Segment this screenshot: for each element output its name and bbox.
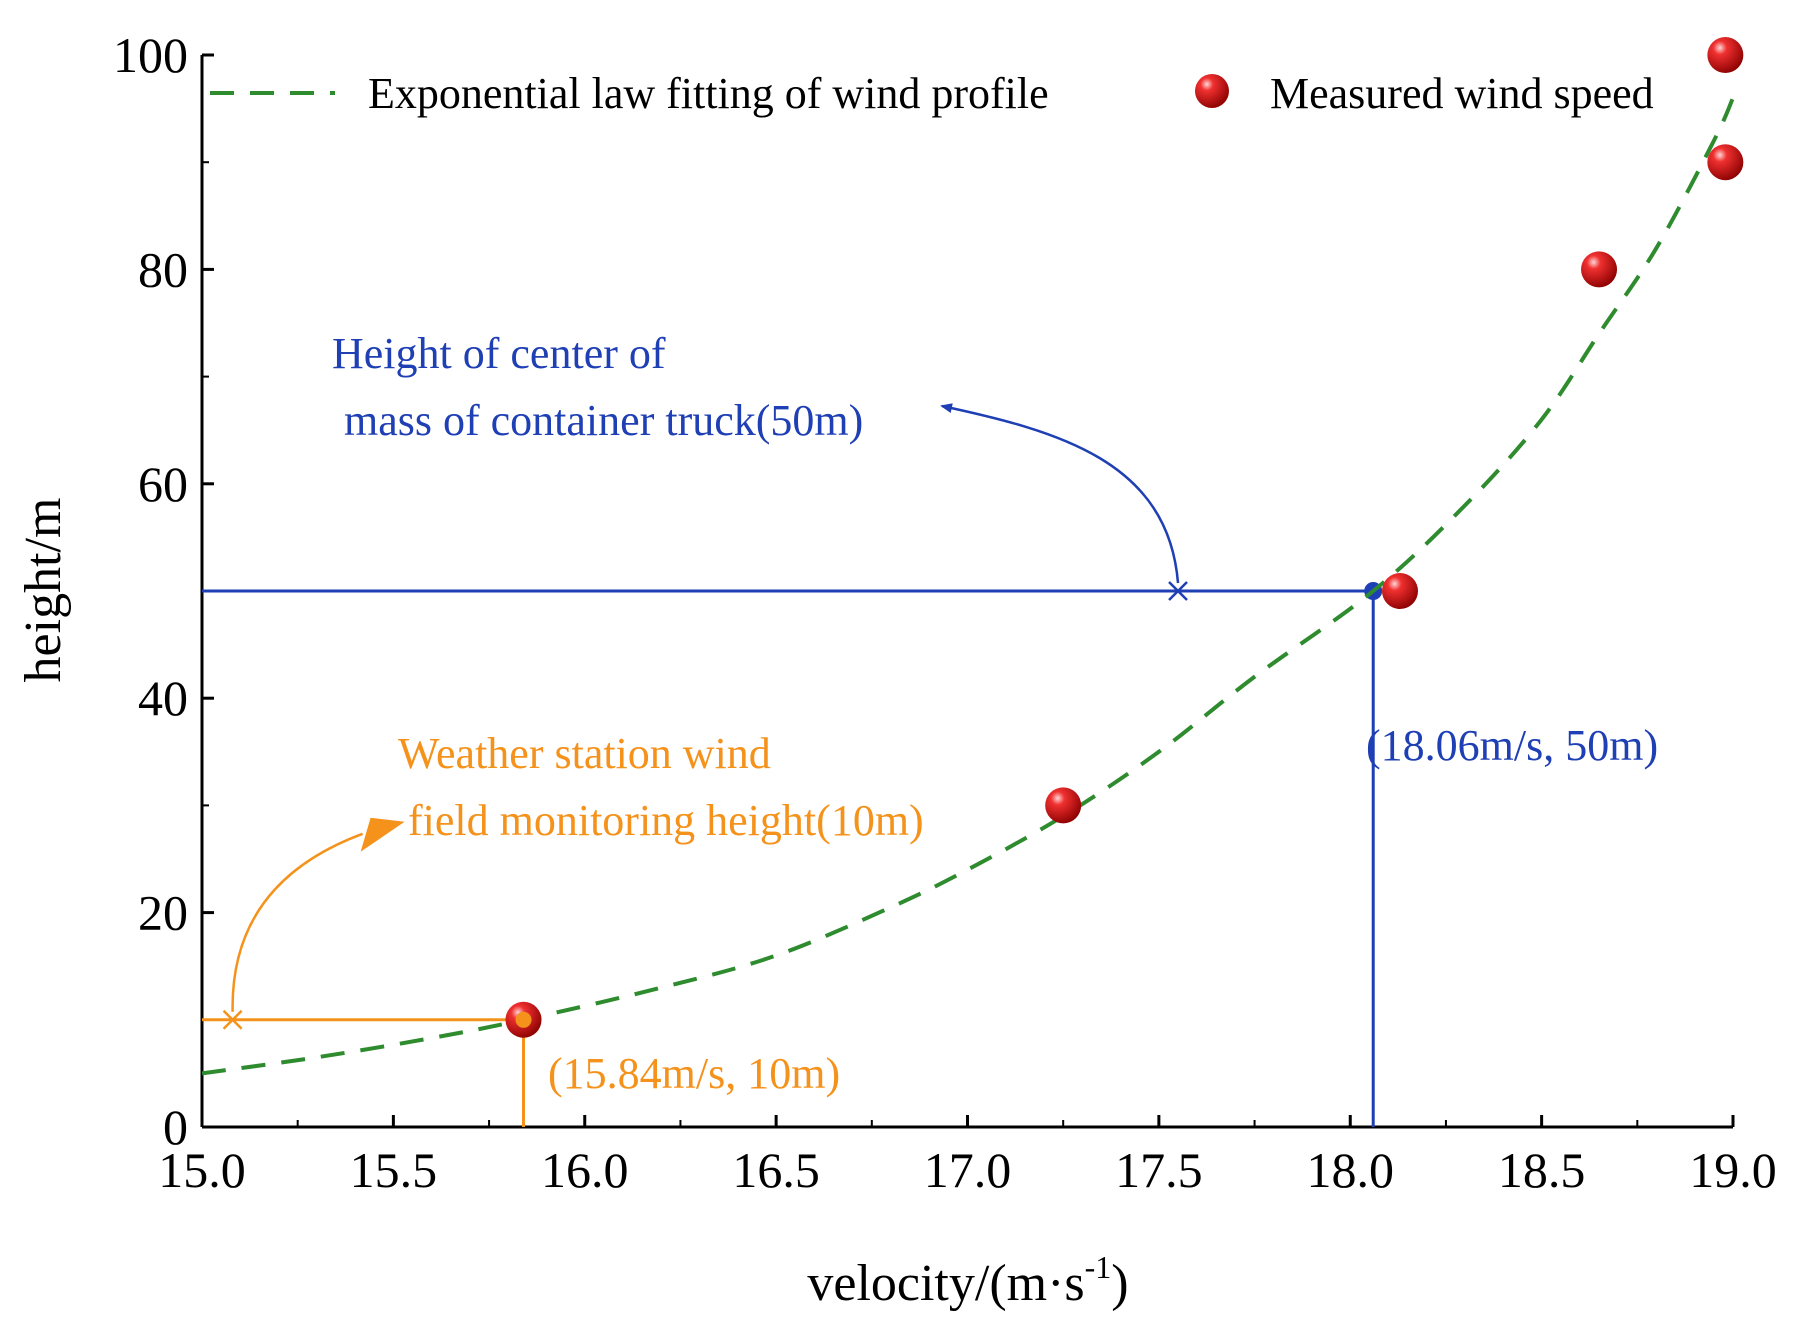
x-tick-label: 18.5 (1498, 1142, 1586, 1198)
station-arrowhead (361, 818, 405, 852)
x-tick-label: 17.5 (1115, 1142, 1203, 1198)
legend-measured-label: Measured wind speed (1270, 69, 1654, 118)
x-tick-label: 17.0 (924, 1142, 1012, 1198)
measured-point (1045, 787, 1081, 823)
measured-point (1581, 251, 1617, 287)
legend: Exponential law fitting of wind profile … (210, 69, 1654, 118)
x-tick-label: 15.5 (350, 1142, 438, 1198)
truck-point-label: (18.06m/s, 50m) (1366, 721, 1658, 770)
measured-markers (506, 37, 1744, 1038)
axes: 15.0 15.5 16.0 16.5 17.0 17.5 18.0 18.5 19.0 020… (113, 27, 1777, 1198)
measured-point (1382, 573, 1418, 609)
y-axis-title: height/m (15, 498, 72, 683)
x-tick-label: 19.0 (1689, 1142, 1777, 1198)
annotation-station: Weather station wind field monitoring he… (202, 729, 924, 1127)
y-tick-label: 100 (113, 27, 188, 83)
x-axis-title: velocity/(m·s-1) (807, 1249, 1128, 1312)
y-tick-label: 40 (138, 670, 188, 726)
chart: 15.0 15.5 16.0 16.5 17.0 17.5 18.0 18.5 19.0 020… (0, 0, 1809, 1326)
truck-callout-arrow (942, 406, 1178, 583)
legend-marker-swatch (1195, 74, 1229, 108)
station-point-dot (516, 1012, 532, 1028)
y-tick-label: 60 (138, 456, 188, 512)
station-point-label: (15.84m/s, 10m) (548, 1049, 840, 1098)
station-label-line-1: Weather station wind (398, 729, 771, 778)
truck-label-line-1: Height of center of (332, 329, 666, 378)
x-tick-label: 16.5 (732, 1142, 820, 1198)
annotation-truck: Height of center of mass of container tr… (202, 329, 1658, 1127)
measured-point (1707, 37, 1743, 73)
fit-curve-line (202, 98, 1733, 1074)
x-tick-label: 18.0 (1307, 1142, 1395, 1198)
station-guide-line (202, 1020, 524, 1127)
measured-point (1707, 144, 1743, 180)
station-label-line-2: field monitoring height(10m) (408, 796, 924, 845)
y-tick-label: 80 (138, 241, 188, 297)
legend-fit-label: Exponential law fitting of wind profile (368, 69, 1049, 118)
truck-label-line-2: mass of container truck(50m) (344, 396, 863, 445)
y-tick-label: 0 (163, 1099, 188, 1155)
station-callout-arrow (233, 834, 363, 1012)
y-tick-label: 20 (138, 885, 188, 941)
x-tick-label: 16.0 (541, 1142, 629, 1198)
